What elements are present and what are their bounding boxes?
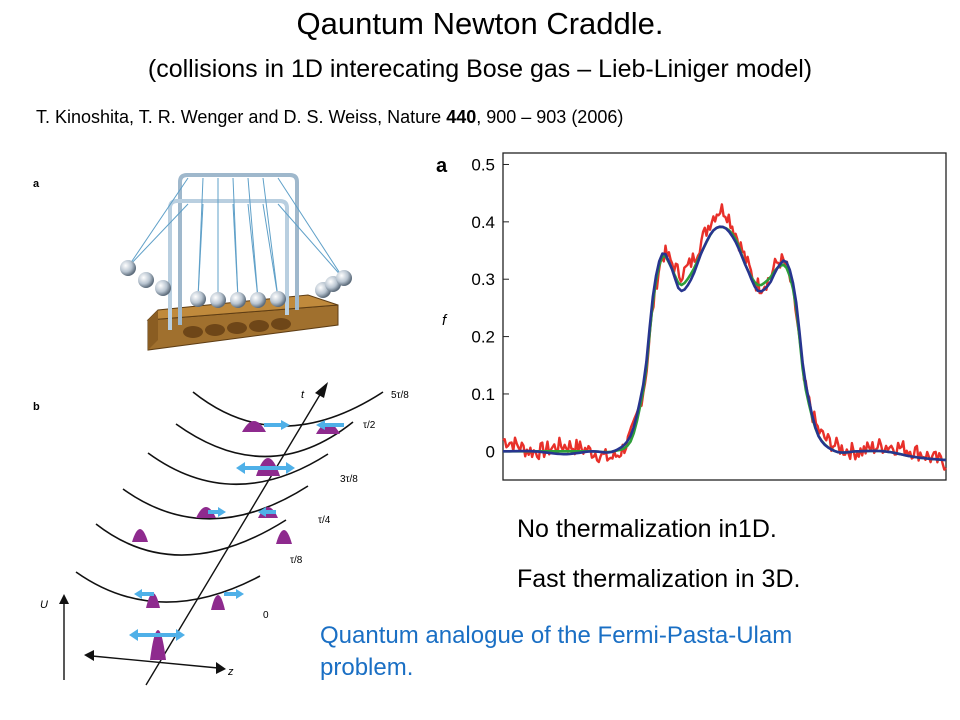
citation-pages: , 900 – 903 (2006) bbox=[476, 107, 624, 127]
chart-panel-label: a bbox=[436, 155, 448, 177]
note-fast-thermalization-3d: Fast thermalization in 3D. bbox=[517, 565, 801, 593]
slide-subtitle: (collisions in 1D interecating Bose gas … bbox=[147, 55, 813, 83]
fermi-pasta-ulam-note: Quantum analogue of the Fermi-Pasta-Ulam… bbox=[320, 622, 793, 681]
chart-plot-frame bbox=[502, 152, 947, 481]
y-tick-label: 0 bbox=[486, 442, 495, 461]
potential-wells bbox=[75, 391, 384, 603]
time-label-tau2: τ/2 bbox=[363, 420, 376, 431]
wave-packets bbox=[132, 421, 340, 660]
citation: T. Kinoshita, T. R. Wenger and D. S. Wei… bbox=[36, 107, 623, 128]
time-label-tau8: τ/8 bbox=[290, 555, 303, 566]
y-tick-label: 0.2 bbox=[471, 328, 495, 347]
u-z-axes bbox=[59, 594, 226, 680]
left-figure: a bbox=[33, 173, 409, 686]
slide-title: Qauntum Newton Craddle. bbox=[296, 6, 664, 41]
left-panel-b-label: b bbox=[33, 401, 40, 413]
u-axis-label: U bbox=[40, 599, 48, 611]
note-no-thermalization-1d: No thermalization in1D. bbox=[517, 515, 777, 543]
t-axis-label: t bbox=[301, 389, 305, 401]
citation-authors: T. Kinoshita, T. R. Wenger and D. S. Wei… bbox=[36, 107, 447, 127]
series-line-2 bbox=[503, 225, 947, 462]
citation-volume: 440 bbox=[446, 107, 477, 127]
y-tick-label: 0.4 bbox=[471, 213, 495, 232]
newton-cradle-illustration bbox=[120, 173, 352, 351]
time-label-tau4: τ/4 bbox=[318, 515, 331, 526]
time-axis: t bbox=[145, 382, 328, 686]
series-line-0 bbox=[502, 203, 947, 471]
y-tick-label: 0.3 bbox=[471, 270, 495, 289]
chart-y-axis-label: f bbox=[442, 312, 448, 329]
time-label-0: 0 bbox=[263, 610, 269, 621]
distribution-chart: a f 0 0.1 0.2 0.3 0.4 0.5 bbox=[436, 152, 947, 481]
momentum-arrows bbox=[129, 420, 344, 641]
z-axis-label: z bbox=[227, 666, 234, 678]
left-panel-a-label: a bbox=[33, 178, 40, 190]
series-line-1 bbox=[503, 225, 947, 462]
time-label-3tau8: 3τ/8 bbox=[340, 474, 358, 485]
y-tick-label: 0.5 bbox=[471, 155, 495, 174]
y-tick-label: 0.1 bbox=[471, 385, 495, 404]
time-label-5tau8: 5τ/8 bbox=[391, 390, 409, 401]
